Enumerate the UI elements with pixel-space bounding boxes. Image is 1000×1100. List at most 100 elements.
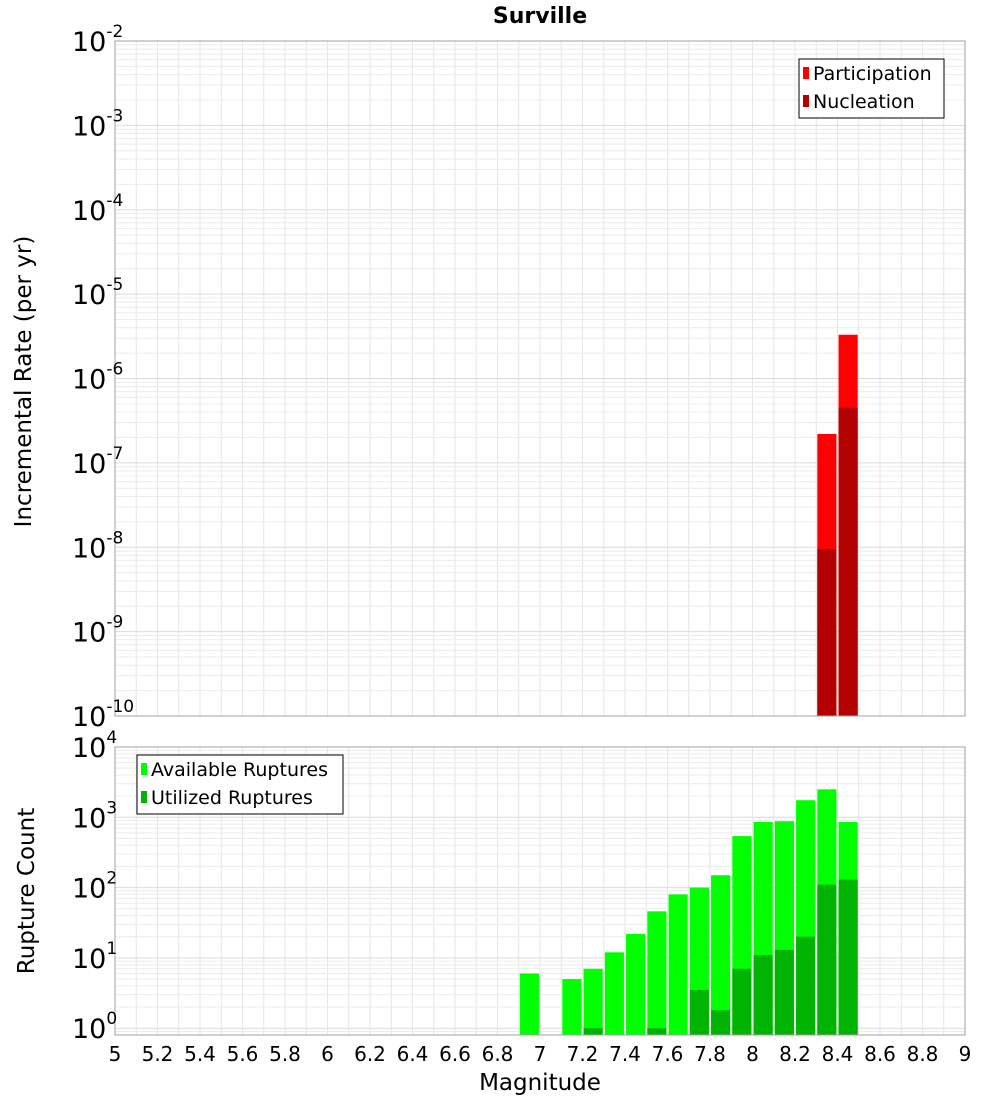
legend-label: Available Ruptures (151, 759, 328, 781)
tick-base: 10 (72, 365, 106, 396)
y-tick-label: 103 (72, 798, 117, 834)
x-tick-label: 8 (746, 1042, 759, 1066)
y-tick-label: 102 (72, 869, 117, 905)
bar (838, 407, 858, 716)
bar (711, 1010, 731, 1035)
x-tick-label: 8.2 (779, 1042, 811, 1066)
bar (647, 1028, 667, 1035)
tick-base: 10 (72, 533, 106, 564)
tick-exponent: -6 (106, 360, 123, 380)
tick-base: 10 (72, 27, 106, 58)
x-tick-label: 5 (109, 1042, 122, 1066)
x-axis-label: Magnitude (479, 1070, 601, 1096)
x-tick-label: 6.2 (354, 1042, 386, 1066)
legend-swatch (141, 763, 147, 775)
x-tick-label: 8.8 (907, 1042, 939, 1066)
bar (732, 968, 752, 1035)
rate-panel: 10-1010-910-810-710-610-510-410-310-2Inc… (11, 4, 966, 733)
x-tick-label: 8.6 (864, 1042, 896, 1066)
tick-base: 10 (72, 733, 106, 764)
bar (562, 979, 582, 1035)
x-tick-label: 7.6 (652, 1042, 684, 1066)
bar (604, 952, 624, 1035)
plot-frame (114, 40, 966, 717)
legend-box (136, 754, 344, 815)
legend-label: Participation (813, 63, 932, 85)
y-tick-label: 10-7 (72, 444, 123, 480)
tick-base: 10 (72, 280, 106, 311)
x-tick-label: 5.4 (184, 1042, 216, 1066)
tick-base: 10 (72, 196, 106, 227)
y-tick-label: 10-6 (72, 360, 123, 396)
legend-swatch (803, 95, 809, 107)
y-tick-label: 10-9 (72, 613, 123, 649)
chart-title: Surville (493, 4, 587, 29)
legend-label: Nucleation (813, 91, 915, 113)
bar (711, 875, 731, 1035)
y-tick-label: 10-10 (72, 697, 134, 733)
bar (583, 1028, 603, 1035)
y-tick-label: 10-2 (72, 22, 123, 58)
y-tick-label: 10-5 (72, 275, 123, 311)
tick-exponent: 4 (106, 728, 117, 748)
tick-exponent: 2 (106, 869, 117, 889)
tick-exponent: 3 (106, 798, 117, 818)
series-utilized-ruptures (583, 879, 858, 1035)
tick-base: 10 (72, 944, 106, 975)
x-tick-label: 7 (534, 1042, 547, 1066)
bar (774, 949, 794, 1035)
legend-box (798, 58, 945, 119)
tick-base: 10 (72, 874, 106, 905)
bar (817, 549, 837, 716)
tick-exponent: -2 (106, 22, 123, 42)
y-tick-label: 101 (72, 939, 117, 975)
legend-label: Utilized Ruptures (151, 787, 313, 809)
legend: Participation Nucleation (798, 58, 945, 119)
x-tick-label: 7.8 (694, 1042, 726, 1066)
tick-exponent: -9 (106, 613, 123, 633)
y-tick-label: 104 (72, 728, 117, 764)
x-tick-label: 5.2 (142, 1042, 174, 1066)
x-tick-label: 6.6 (439, 1042, 471, 1066)
legend: Available Ruptures Utilized Ruptures (136, 754, 344, 815)
bar (753, 954, 773, 1035)
y-axis-label: Rupture Count (14, 808, 40, 974)
tick-exponent: -10 (106, 697, 134, 717)
gridlines (114, 40, 966, 717)
tick-exponent: -7 (106, 444, 123, 464)
bar (796, 936, 816, 1035)
tick-exponent: -3 (106, 106, 123, 126)
legend-swatch (141, 791, 147, 803)
bar (668, 894, 688, 1035)
tick-base: 10 (72, 449, 106, 480)
bar (583, 968, 603, 1035)
x-tick-label: 7.2 (567, 1042, 599, 1066)
tick-base: 10 (72, 618, 106, 649)
x-tick-label: 8.4 (822, 1042, 854, 1066)
x-tick-label: 6 (321, 1042, 334, 1066)
tick-base: 10 (72, 1014, 106, 1045)
bar (647, 911, 667, 1035)
tick-exponent: -4 (106, 191, 123, 211)
y-axis-label: Incremental Rate (per yr) (11, 236, 37, 528)
plot-frame (114, 746, 966, 1036)
x-tick-label: 7.4 (609, 1042, 641, 1066)
y-tick-label: 10-3 (72, 106, 123, 142)
tick-exponent: 0 (106, 1009, 117, 1029)
bar (519, 973, 539, 1035)
tick-exponent: -8 (106, 528, 123, 548)
tick-exponent: -5 (106, 275, 123, 295)
tick-base: 10 (72, 702, 106, 733)
x-tick-label: 5.6 (227, 1042, 259, 1066)
y-tick-label: 100 (72, 1009, 117, 1045)
tick-base: 10 (72, 803, 106, 834)
y-tick-label: 10-8 (72, 528, 123, 564)
x-tick-labels: 5 5.2 5.4 5.6 5.8 6 6.2 6.4 6.6 6.8 7 7.2 7.4 7.6 7.8 8… (109, 1042, 972, 1066)
y-tick-label: 10-4 (72, 191, 123, 227)
x-tick-label: 6.4 (397, 1042, 429, 1066)
tick-exponent: 1 (106, 939, 117, 959)
